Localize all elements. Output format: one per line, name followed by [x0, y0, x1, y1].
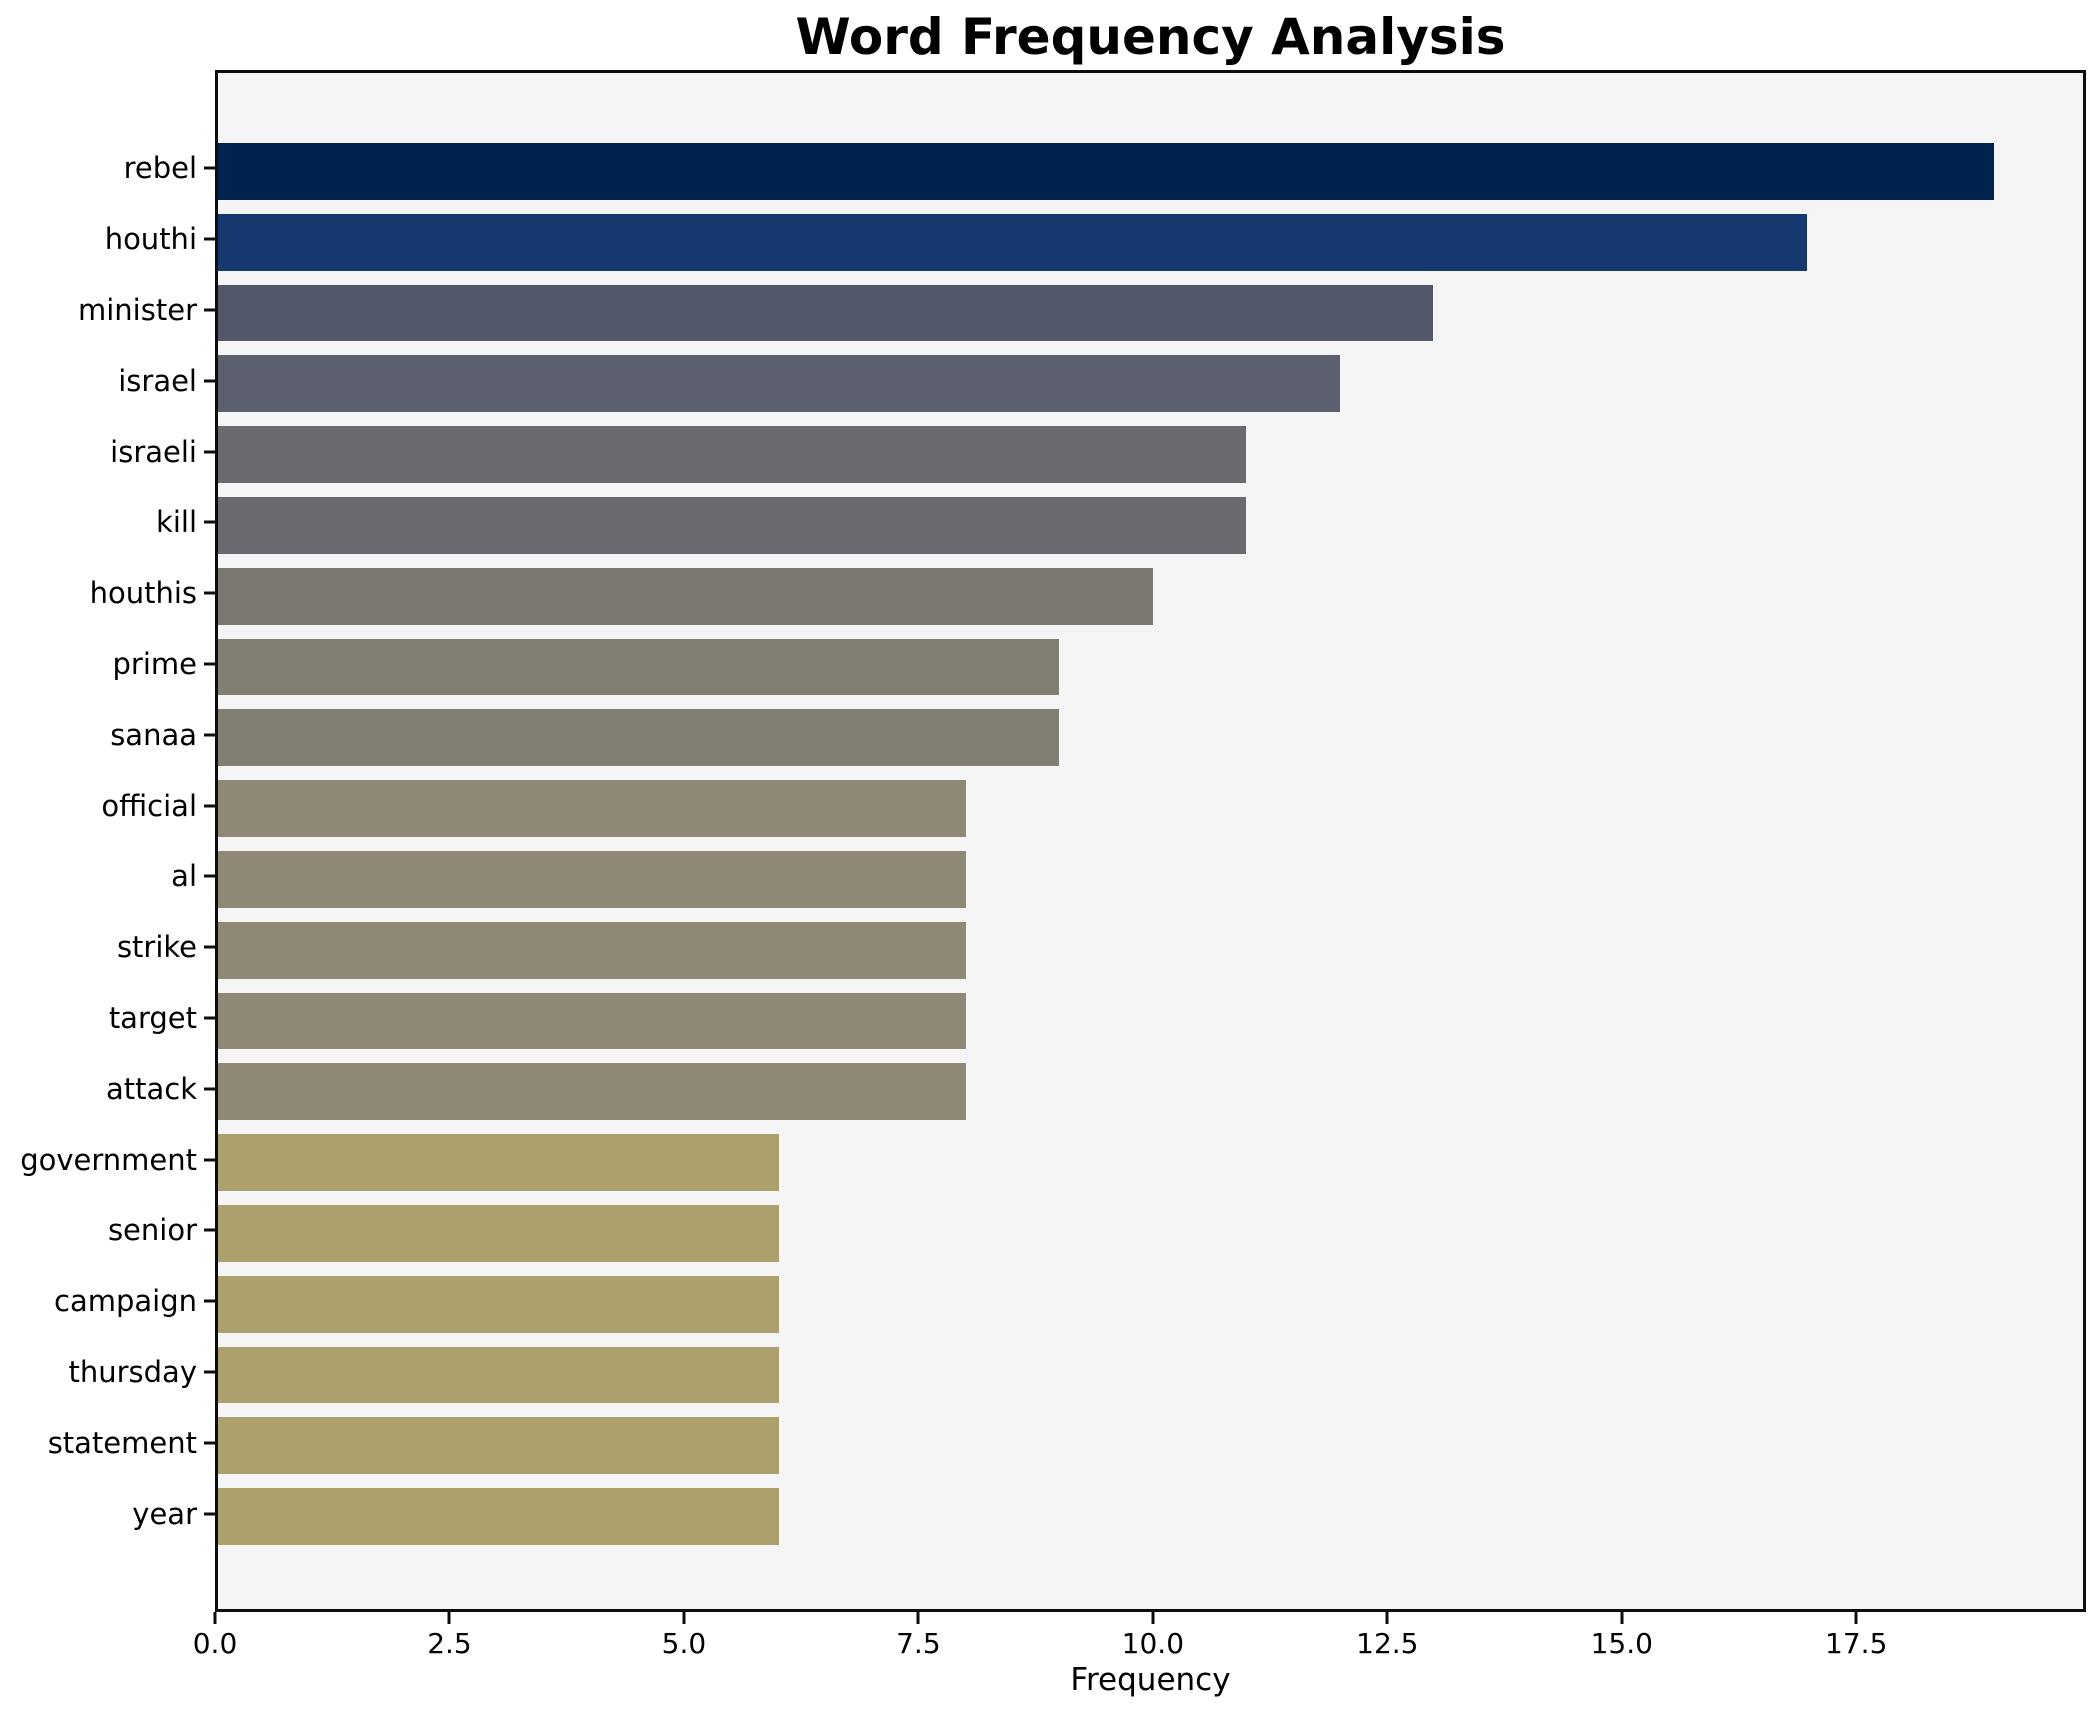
- bar-statement: [218, 1417, 779, 1475]
- y-tick-mark: [204, 520, 215, 524]
- x-tick-mark: [682, 1612, 686, 1624]
- y-tick-mark: [204, 874, 215, 878]
- x-tick-label-17.5: 17.5: [1825, 1627, 1888, 1660]
- bar-houthis: [218, 567, 1153, 625]
- y-tick-label-government: government: [20, 1142, 197, 1177]
- y-tick-label-houthis: houthis: [89, 576, 197, 611]
- y-tick-label-israeli: israeli: [110, 434, 197, 469]
- bar-target: [218, 992, 966, 1050]
- y-tick-label-strike: strike: [116, 930, 197, 965]
- x-tick-label-10.0: 10.0: [1121, 1627, 1185, 1660]
- y-tick-label-kill: kill: [156, 505, 197, 540]
- y-tick-mark: [204, 591, 215, 595]
- y-tick-label-thursday: thursday: [68, 1355, 197, 1389]
- y-tick-mark: [204, 1370, 215, 1374]
- y-tick-label-official: official: [101, 788, 197, 823]
- bar-prime: [218, 638, 1060, 696]
- bar-israel: [218, 355, 1340, 413]
- bar-rebel: [218, 143, 1995, 200]
- y-tick-label-statement: statement: [47, 1425, 197, 1460]
- y-tick-label-target: target: [108, 1001, 197, 1035]
- y-tick-mark: [204, 166, 215, 170]
- y-tick-mark: [204, 1228, 215, 1232]
- bar-israeli: [218, 426, 1247, 483]
- y-tick-mark: [204, 945, 215, 949]
- bar-year: [218, 1488, 779, 1545]
- x-tick-label-5.0: 5.0: [661, 1627, 707, 1660]
- bar-strike: [218, 921, 966, 979]
- y-tick-label-prime: prime: [112, 647, 197, 681]
- y-tick-mark: [204, 450, 215, 454]
- x-axis-title: Frequency: [1070, 1662, 1231, 1698]
- bar-official: [218, 780, 966, 837]
- y-tick-label-minister: minister: [78, 293, 197, 327]
- x-tick-label-0.0: 0.0: [192, 1627, 238, 1660]
- plot-area: [215, 70, 2086, 1612]
- x-tick-mark: [916, 1612, 920, 1624]
- y-tick-label-al: al: [171, 859, 197, 894]
- bar-attack: [218, 1063, 966, 1121]
- y-tick-label-campaign: campaign: [54, 1284, 197, 1319]
- x-tick-mark: [1620, 1612, 1624, 1624]
- y-tick-mark: [204, 1299, 215, 1303]
- y-tick-label-attack: attack: [105, 1071, 197, 1106]
- y-tick-mark: [204, 1512, 215, 1516]
- x-tick-mark: [1854, 1612, 1858, 1624]
- bar-campaign: [218, 1275, 779, 1333]
- bar-al: [218, 851, 966, 908]
- bar-sanaa: [218, 709, 1060, 767]
- y-tick-mark: [204, 308, 215, 312]
- y-tick-mark: [204, 379, 215, 383]
- y-tick-label-sanaa: sanaa: [110, 717, 197, 752]
- y-tick-label-rebel: rebel: [123, 151, 197, 186]
- bar-houthi: [218, 213, 1808, 271]
- y-tick-label-senior: senior: [107, 1213, 197, 1248]
- y-tick-mark: [204, 804, 215, 808]
- y-tick-label-israel: israel: [118, 363, 197, 398]
- y-tick-label-year: year: [132, 1496, 197, 1531]
- x-tick-label-7.5: 7.5: [896, 1627, 941, 1660]
- chart-title: Word Frequency Analysis: [795, 8, 1506, 66]
- y-tick-mark: [204, 1016, 215, 1020]
- x-tick-label-2.5: 2.5: [427, 1627, 472, 1660]
- bar-kill: [218, 497, 1247, 554]
- bar-government: [218, 1134, 779, 1191]
- x-tick-mark: [447, 1612, 451, 1624]
- bar-minister: [218, 284, 1434, 342]
- y-tick-label-houthi: houthi: [104, 222, 197, 257]
- x-tick-mark: [1151, 1612, 1155, 1624]
- x-tick-label-12.5: 12.5: [1356, 1627, 1419, 1660]
- y-tick-mark: [204, 662, 215, 666]
- bar-senior: [218, 1205, 779, 1262]
- x-tick-mark: [213, 1612, 217, 1624]
- x-tick-label-15.0: 15.0: [1590, 1627, 1653, 1660]
- y-tick-mark: [204, 733, 215, 737]
- y-tick-mark: [204, 237, 215, 241]
- y-tick-mark: [204, 1441, 215, 1445]
- bar-thursday: [218, 1346, 779, 1404]
- x-tick-mark: [1385, 1612, 1389, 1624]
- y-tick-mark: [204, 1158, 215, 1162]
- y-tick-mark: [204, 1087, 215, 1091]
